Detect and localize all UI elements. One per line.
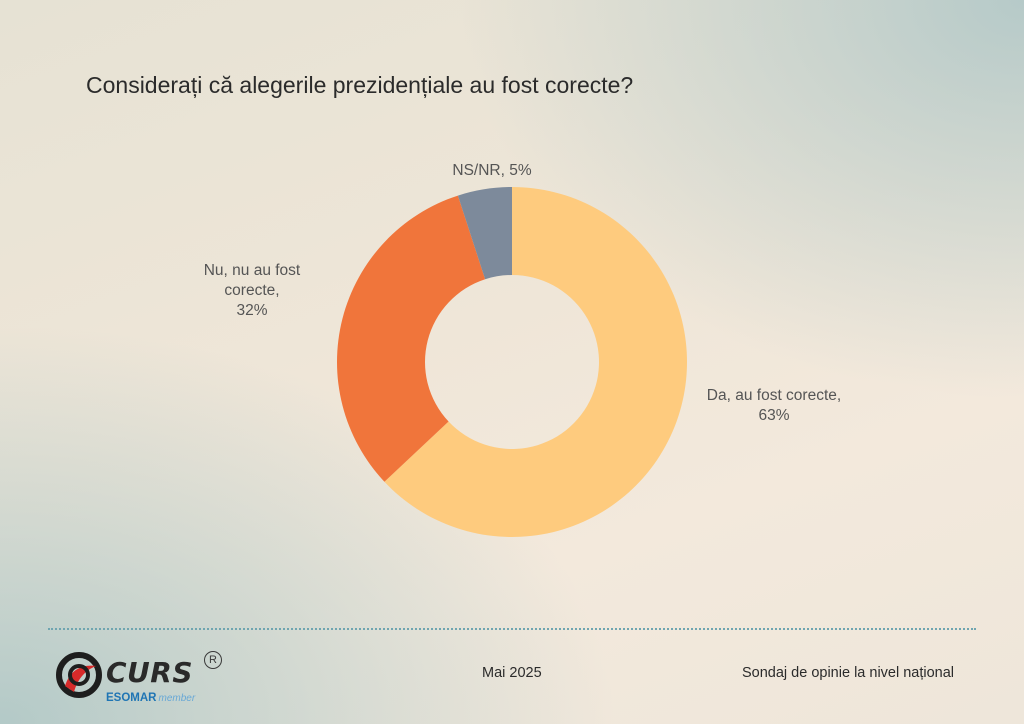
slice-label-3: NS/NR, 5%: [452, 162, 531, 179]
slice-label-line: 63%: [758, 407, 789, 424]
curs-logo-icon: [56, 652, 102, 698]
slice-label-line: Nu, nu au fost: [204, 262, 301, 279]
footer-divider: [48, 628, 976, 630]
donut-slice-3: [457, 187, 512, 280]
esomar-badge: ESOMAR member: [106, 692, 195, 704]
donut-slice-2: [337, 195, 486, 482]
slice-label-line: NS/NR, 5%: [452, 162, 531, 179]
esomar-member: member: [158, 693, 196, 704]
slice-label-2: Nu, nu au fost corecte, 32%: [204, 262, 301, 319]
footer-date: Mai 2025: [482, 665, 542, 681]
footer-note: Sondaj de opinie la nivel național: [742, 665, 955, 681]
slice-label-1: Da, au fost corecte, 63%: [707, 387, 841, 424]
esomar-name: ESOMAR: [106, 692, 157, 704]
curs-logo: CURS R ESOMAR member: [56, 650, 236, 710]
slice-label-line: 32%: [236, 302, 267, 319]
registered-mark: R: [204, 651, 222, 669]
logo-brand: CURS: [106, 656, 194, 689]
chart-title: Considerați că alegerile prezidențiale a…: [86, 72, 634, 98]
donut-slice-1: [384, 187, 687, 537]
slice-label-line: Da, au fost corecte,: [707, 387, 841, 404]
slice-label-line: corecte,: [224, 282, 279, 299]
